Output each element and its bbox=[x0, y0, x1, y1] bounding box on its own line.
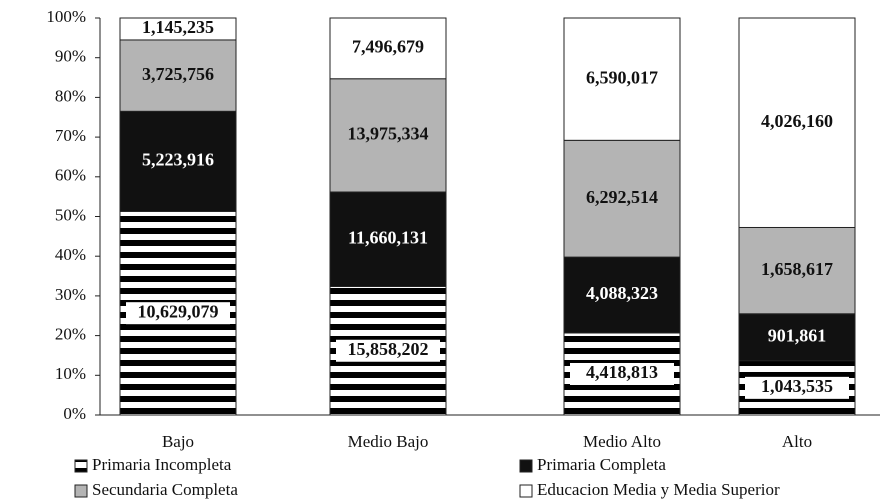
y-tick-label: 10% bbox=[55, 364, 86, 383]
bar-segment bbox=[119, 39, 237, 112]
label-box bbox=[570, 362, 674, 385]
value-label: 5,223,916 bbox=[142, 149, 214, 169]
value-label: 4,026,160 bbox=[761, 111, 833, 131]
legend-label: Secundaria Completa bbox=[92, 480, 238, 499]
value-label: 4,088,323 bbox=[586, 283, 658, 303]
label-box bbox=[336, 339, 440, 362]
y-tick-label: 100% bbox=[46, 7, 86, 26]
legend-label: Educacion Media y Media Superior bbox=[537, 480, 780, 499]
label-box bbox=[745, 376, 849, 399]
y-tick-label: 20% bbox=[55, 325, 86, 344]
value-label: 10,629,079 bbox=[138, 301, 219, 321]
x-tick-label: Bajo bbox=[162, 432, 194, 451]
y-tick-label: 90% bbox=[55, 47, 86, 66]
value-label: 6,590,017 bbox=[586, 67, 658, 87]
bar-segment bbox=[329, 191, 447, 287]
legend-swatch bbox=[74, 459, 88, 473]
label-box bbox=[126, 302, 230, 325]
value-label: 1,043,535 bbox=[761, 376, 833, 396]
bar-segment bbox=[329, 17, 447, 80]
value-label: 13,975,334 bbox=[348, 124, 429, 144]
legend-swatch bbox=[74, 484, 88, 498]
legend-label: Primaria Completa bbox=[537, 455, 666, 474]
bar-segment bbox=[563, 139, 681, 258]
value-label: 3,725,756 bbox=[142, 64, 214, 84]
x-tick-label: Medio Bajo bbox=[348, 432, 429, 451]
x-tick-label: Medio Alto bbox=[583, 432, 661, 451]
bar-segment bbox=[738, 17, 856, 228]
bar-segment bbox=[563, 256, 681, 334]
x-tick-label: Alto bbox=[782, 432, 812, 451]
bar-segment bbox=[563, 17, 681, 141]
value-label: 15,858,202 bbox=[348, 339, 429, 359]
y-tick-label: 70% bbox=[55, 126, 86, 145]
legend-swatch bbox=[519, 484, 533, 498]
value-label: 6,292,514 bbox=[586, 187, 658, 207]
value-label: 1,145,235 bbox=[142, 17, 214, 37]
value-label: 7,496,679 bbox=[352, 37, 424, 57]
value-label: 4,418,813 bbox=[586, 362, 658, 382]
bar-segment bbox=[119, 17, 237, 41]
y-tick-label: 80% bbox=[55, 86, 86, 105]
y-tick-label: 30% bbox=[55, 285, 86, 304]
value-label: 901,861 bbox=[768, 325, 827, 345]
bar-segment bbox=[738, 313, 856, 362]
y-tick-label: 0% bbox=[63, 404, 86, 423]
legend-swatch bbox=[519, 459, 533, 473]
value-label: 1,658,617 bbox=[761, 259, 833, 279]
y-tick-label: 50% bbox=[55, 205, 86, 224]
value-label: 11,660,131 bbox=[348, 227, 428, 247]
y-tick-label: 40% bbox=[55, 245, 86, 264]
bar-segment bbox=[738, 226, 856, 315]
y-tick-label: 60% bbox=[55, 166, 86, 185]
legend-label: Primaria Incompleta bbox=[92, 455, 232, 474]
